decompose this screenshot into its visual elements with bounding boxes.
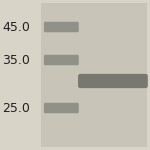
FancyBboxPatch shape: [41, 3, 147, 147]
Text: 25.0: 25.0: [2, 102, 30, 114]
Text: 35.0: 35.0: [2, 54, 30, 66]
FancyBboxPatch shape: [44, 103, 79, 113]
Text: 45.0: 45.0: [2, 21, 30, 33]
FancyBboxPatch shape: [44, 55, 79, 65]
FancyBboxPatch shape: [44, 22, 79, 32]
FancyBboxPatch shape: [78, 74, 148, 88]
